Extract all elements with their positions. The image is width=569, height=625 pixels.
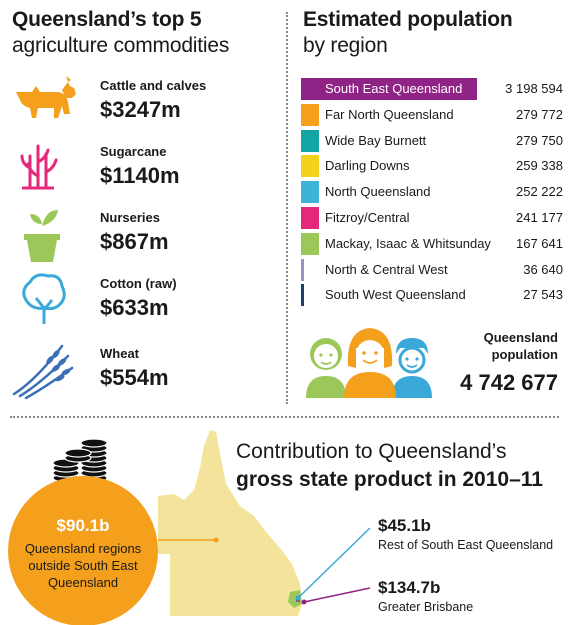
commodities-title: Queensland’s top 5	[12, 8, 202, 31]
region-name: Wide Bay Burnett	[325, 132, 427, 148]
region-value: 27 543	[523, 287, 563, 303]
region-bar	[301, 207, 319, 229]
commodity-wheat: Wheat $554m	[10, 340, 280, 400]
commodity-value: $554m	[100, 365, 169, 390]
commodity-cattle: Cattle and calves $3247m	[10, 72, 280, 132]
commodity-name: Sugarcane	[100, 144, 167, 159]
commodity-name: Cattle and calves	[100, 78, 207, 93]
gsp-subtitle: gross state product in 2010–11	[236, 468, 543, 491]
plant-pot-icon	[24, 210, 60, 262]
region-row: Wide Bay Burnett 279 750	[301, 129, 563, 152]
people-icon	[306, 328, 432, 398]
commodity-name: Nurseries	[100, 210, 160, 225]
region-bar	[301, 155, 319, 178]
outside-seq-circle	[8, 476, 158, 625]
region-bar	[301, 181, 319, 204]
commodity-cotton: Cotton (raw) $633m	[10, 270, 280, 330]
region-row: Far North Queensland 279 772	[301, 103, 563, 126]
sugarcane-icon	[20, 144, 58, 190]
rest-seq-value: $45.1b	[378, 516, 431, 535]
region-row: South West Queensland 27 543	[301, 284, 563, 307]
commodities-subtitle: agriculture commodities	[12, 34, 230, 57]
region-row: Mackay, Isaac & Whitsunday 167 641	[301, 232, 563, 255]
region-name: North Queensland	[325, 184, 431, 200]
queensland-population-label: Queensland population	[483, 330, 558, 362]
gsp-title: Contribution to Queensland’s	[236, 440, 507, 463]
region-value: 279 750	[516, 132, 563, 148]
region-name: Fitzroy/Central	[325, 210, 410, 225]
greater-brisbane-label: Greater Brisbane	[378, 600, 474, 614]
population-title: Estimated population	[303, 8, 513, 31]
region-name: Far North Queensland	[325, 106, 454, 122]
region-name: Darling Downs	[325, 158, 410, 174]
region-row: North Queensland 252 222	[301, 181, 563, 204]
wheat-icon	[12, 344, 74, 400]
region-value: 252 222	[516, 184, 563, 200]
commodity-nurseries: Nurseries $867m	[10, 204, 280, 264]
population-subtitle: by region	[303, 34, 388, 57]
region-name: Mackay, Isaac & Whitsunday	[325, 235, 491, 251]
region-bar	[301, 78, 477, 100]
region-row: North & Central West 36 640	[301, 258, 563, 281]
region-bar	[301, 129, 319, 152]
region-value: 167 641	[516, 235, 563, 251]
commodity-value: $1140m	[100, 163, 180, 188]
greater-brisbane-value: $134.7b	[378, 578, 441, 597]
outside-seq-value: $90.1b	[56, 516, 110, 535]
region-row: Darling Downs 259 338	[301, 155, 563, 178]
region-value: 259 338	[516, 158, 563, 174]
region-bar	[301, 103, 319, 126]
horizontal-divider	[10, 416, 559, 418]
region-value: 279 772	[516, 106, 563, 122]
region-row: Fitzroy/Central 241 177	[301, 207, 563, 229]
region-value: 241 177	[516, 210, 563, 225]
commodity-value: $3247m	[100, 97, 181, 122]
region-name: South East Queensland	[325, 81, 463, 96]
region-bar	[301, 284, 304, 307]
region-bar	[301, 232, 319, 255]
region-value: 36 640	[523, 261, 563, 277]
commodity-value: $633m	[100, 295, 169, 320]
commodity-name: Cotton (raw)	[100, 276, 177, 291]
rest-seq-label: Rest of South East Queensland	[378, 538, 554, 552]
vertical-divider	[286, 12, 288, 404]
region-bar	[301, 258, 304, 281]
region-name: North & Central West	[325, 261, 448, 277]
cattle-icon	[16, 76, 76, 118]
commodity-value: $867m	[100, 229, 169, 254]
commodity-name: Wheat	[100, 346, 139, 361]
region-name: South West Queensland	[325, 287, 466, 303]
queensland-population-value: 4 742 677	[460, 370, 558, 395]
cotton-tree-icon	[22, 273, 66, 324]
region-row: South East Queensland 3 198 594	[301, 78, 563, 100]
commodity-sugarcane: Sugarcane $1140m	[10, 138, 280, 198]
outside-seq-label: Queensland regions outside South East Qu…	[24, 541, 142, 590]
region-value: 3 198 594	[505, 81, 563, 96]
